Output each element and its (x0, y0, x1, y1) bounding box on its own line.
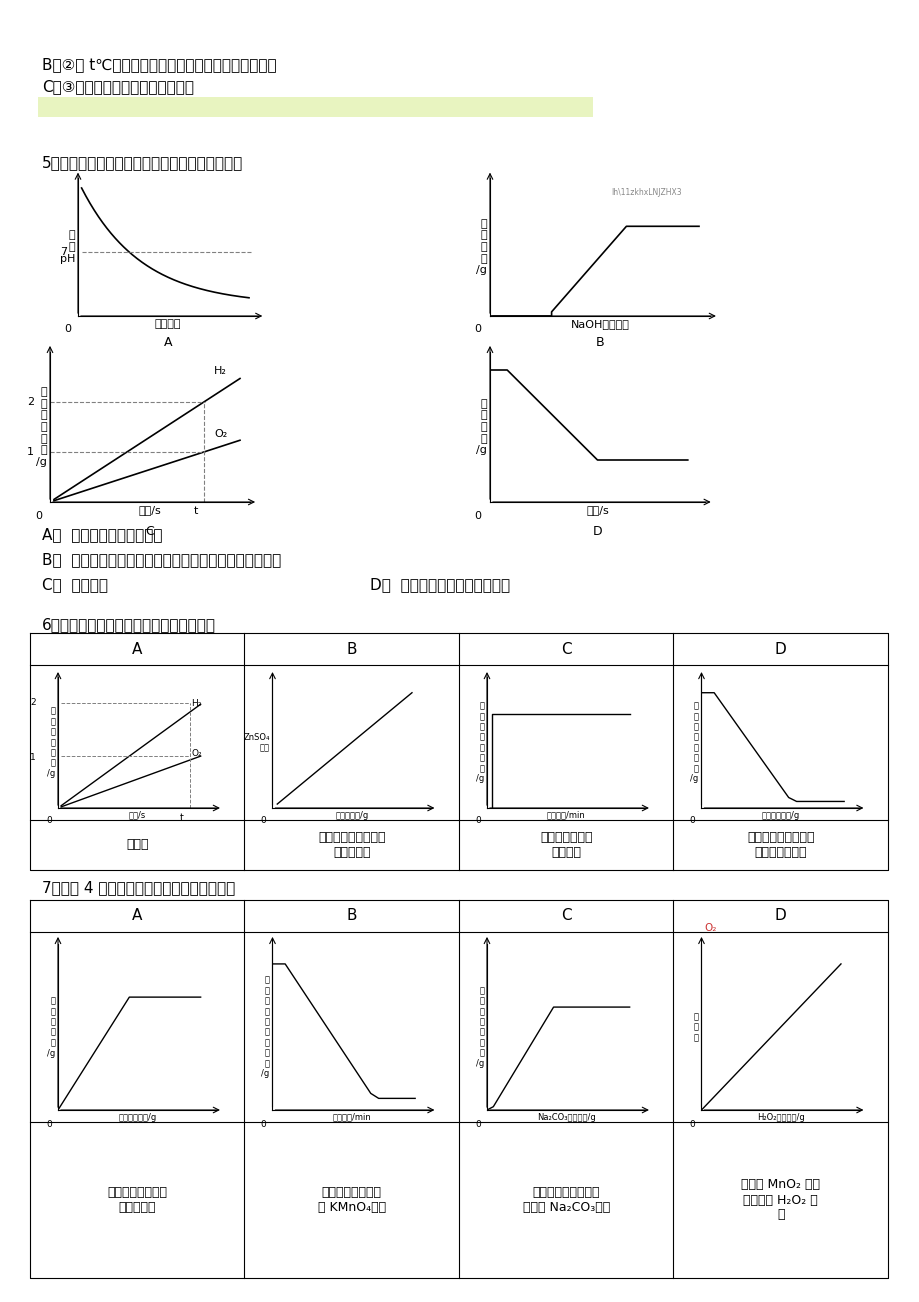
Text: 0: 0 (63, 324, 71, 335)
X-axis label: 加热时间/min: 加热时间/min (546, 811, 585, 820)
Y-axis label: 生
成
气
体
质
量
/g: 生 成 气 体 质 量 /g (37, 387, 47, 467)
Y-axis label: 固
体
质
量
/g: 固 体 质 量 /g (476, 398, 487, 456)
Text: 向盛有 MnO₂ 的烧
杯中加入 H₂O₂ 溶
液: 向盛有 MnO₂ 的烧 杯中加入 H₂O₂ 溶 液 (741, 1178, 820, 1221)
Text: t: t (179, 814, 184, 823)
Text: A: A (164, 336, 172, 349)
Text: H₂: H₂ (214, 366, 227, 376)
X-axis label: NaOH溶液质量: NaOH溶液质量 (570, 319, 629, 329)
Y-axis label: 氢
气
的
质
量
/g: 氢 气 的 质 量 /g (47, 996, 55, 1057)
Text: 0: 0 (260, 1120, 266, 1129)
Text: 向一定量铁粉中滴
加稀盐酸液: 向一定量铁粉中滴 加稀盐酸液 (108, 1186, 167, 1213)
Text: Ih\11zkhxLNJZHX3: Ih\11zkhxLNJZHX3 (610, 187, 681, 197)
Text: D: D (592, 525, 602, 538)
Text: O₂: O₂ (214, 428, 227, 439)
Text: O₂: O₂ (704, 923, 716, 932)
Text: 向一定量澄清石灰水
中加入 Na₂CO₃溶液: 向一定量澄清石灰水 中加入 Na₂CO₃溶液 (522, 1186, 609, 1213)
Text: 2: 2 (30, 698, 36, 707)
X-axis label: 水的体积: 水的体积 (154, 319, 181, 329)
Text: C: C (561, 642, 571, 656)
Text: A: A (132, 909, 142, 923)
Text: 0: 0 (688, 1120, 695, 1129)
X-axis label: 稀硫酸质量/g: 稀硫酸质量/g (335, 811, 368, 820)
X-axis label: 时间/s: 时间/s (129, 811, 146, 820)
Text: B: B (346, 909, 357, 923)
Text: 7、下列 4 个图象能正确反映对应变化关系是: 7、下列 4 个图象能正确反映对应变化关系是 (42, 880, 235, 894)
Y-axis label: 生
成
沉
淀
的
质
量
/g: 生 成 沉 淀 的 质 量 /g (475, 986, 483, 1068)
X-axis label: 稀盐酸的质量/g: 稀盐酸的质量/g (118, 1113, 156, 1122)
Text: D．④图向盐酸和氯化铁混合溶液中滴加过量的氢氧化钠: D．④图向盐酸和氯化铁混合溶液中滴加过量的氢氧化钠 (42, 102, 277, 116)
Text: A: A (132, 642, 142, 656)
X-axis label: H₂O₂溶液质量/g: H₂O₂溶液质量/g (756, 1113, 804, 1122)
Y-axis label: 氢
氧
化
钠
的
质
量
/g: 氢 氧 化 钠 的 质 量 /g (690, 702, 698, 784)
Text: 0: 0 (260, 816, 266, 825)
Y-axis label: 溶
液
pH: 溶 液 pH (60, 230, 75, 263)
Text: C．③图一定量的稀硫酸与锌粒反应: C．③图一定量的稀硫酸与锌粒反应 (42, 79, 194, 94)
Y-axis label: 剩
余
元
素
的
质
量
/g: 剩 余 元 素 的 质 量 /g (475, 702, 483, 784)
Text: 0: 0 (474, 510, 481, 521)
Text: B．  向氯化铜和盐酸的混合溶液中加入过量氢氧化钠溶液: B． 向氯化铜和盐酸的混合溶液中加入过量氢氧化钠溶液 (42, 552, 281, 566)
Text: 2: 2 (27, 397, 34, 408)
Text: 6、下列图象能正确反映对应变化关系的是: 6、下列图象能正确反映对应变化关系的是 (42, 617, 216, 631)
X-axis label: 反应时间/min: 反应时间/min (332, 1113, 370, 1122)
X-axis label: 稀盐酸的质量/g: 稀盐酸的质量/g (761, 811, 799, 820)
Text: 0: 0 (46, 816, 51, 825)
Text: D: D (774, 642, 786, 656)
Text: B: B (595, 336, 604, 349)
Text: 0: 0 (473, 324, 481, 335)
Y-axis label: 固
体
中
氧
元
素
的
质
量
/g: 固 体 中 氧 元 素 的 质 量 /g (261, 975, 269, 1078)
Text: t: t (194, 506, 198, 516)
Text: 7: 7 (60, 246, 67, 256)
Text: 1: 1 (27, 447, 34, 457)
X-axis label: Na₂CO₃溶液质量/g: Na₂CO₃溶液质量/g (537, 1113, 595, 1122)
Text: 电解水: 电解水 (126, 838, 148, 852)
Text: A．  向氢氧化钠溶液中加水: A． 向氢氧化钠溶液中加水 (42, 527, 163, 542)
Text: 向一定量锌粒中加入
过量稀硫酸: 向一定量锌粒中加入 过量稀硫酸 (318, 831, 385, 859)
Text: C．  水的电解: C． 水的电解 (42, 577, 108, 592)
Y-axis label: 的
质
量: 的 质 量 (693, 1012, 698, 1042)
Text: 0: 0 (474, 1120, 480, 1129)
Y-axis label: 沉
淀
质
量
/g: 沉 淀 质 量 /g (476, 219, 487, 275)
Text: B: B (346, 642, 357, 656)
Y-axis label: ZnSO₄
质量: ZnSO₄ 质量 (243, 733, 269, 753)
Text: 1: 1 (30, 753, 36, 762)
Text: C: C (145, 525, 154, 538)
X-axis label: 时间/s: 时间/s (139, 505, 161, 514)
Text: 0: 0 (474, 816, 480, 825)
Text: 加热一定量高锰
酸钾固体: 加热一定量高锰 酸钾固体 (539, 831, 592, 859)
X-axis label: 时间/s: 时间/s (585, 505, 608, 514)
Text: D．  高温煅烧一定质量的石灰石: D． 高温煅烧一定质量的石灰石 (369, 577, 509, 592)
Text: 5、下列四个图像，能正确反映对应变化关系的是: 5、下列四个图像，能正确反映对应变化关系的是 (42, 155, 243, 171)
Y-axis label: 生
成
气
体
质
量
/g: 生 成 气 体 质 量 /g (47, 707, 55, 779)
Text: 0: 0 (35, 510, 42, 521)
Text: 向一定量氢氧化钠溶
液中滴加稀盐酸: 向一定量氢氧化钠溶 液中滴加稀盐酸 (746, 831, 813, 859)
Text: O₂: O₂ (191, 749, 201, 758)
Text: 用酒精灯加热一定
量 KMnO₄固体: 用酒精灯加热一定 量 KMnO₄固体 (317, 1186, 385, 1213)
Text: 0: 0 (46, 1120, 51, 1129)
Text: C: C (561, 909, 571, 923)
Text: H₂: H₂ (191, 699, 201, 708)
Text: B．②图 t℃时，向饱和硝酸钾溶液中加入硝酸钾晶体: B．②图 t℃时，向饱和硝酸钾溶液中加入硝酸钾晶体 (42, 57, 277, 72)
Text: 0: 0 (688, 816, 695, 825)
Text: D: D (774, 909, 786, 923)
